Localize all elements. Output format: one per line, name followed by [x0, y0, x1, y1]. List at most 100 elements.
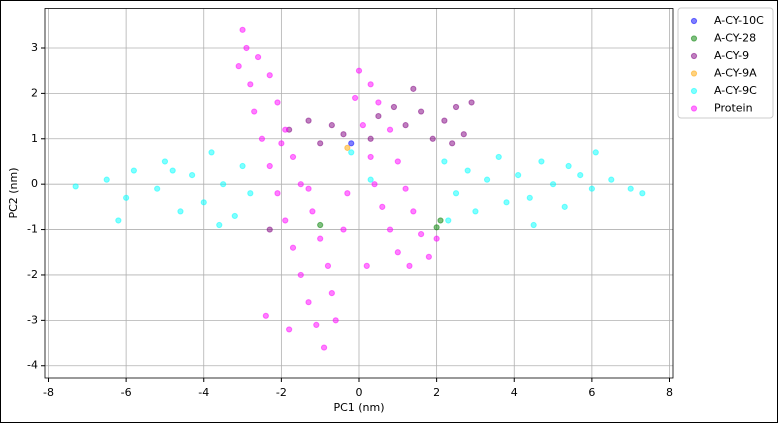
point [239, 26, 246, 33]
y-tick-label: -1 [27, 223, 38, 236]
point [200, 199, 207, 206]
point [429, 135, 436, 142]
point [305, 117, 312, 124]
point [433, 224, 440, 231]
point [216, 221, 223, 229]
point [608, 176, 615, 183]
point [208, 149, 215, 156]
point [561, 203, 568, 210]
point [220, 181, 227, 188]
point [332, 317, 339, 324]
point [130, 167, 137, 174]
point [367, 176, 374, 183]
point [375, 99, 382, 106]
point [231, 212, 238, 220]
point [289, 244, 297, 251]
point [72, 183, 79, 190]
point [348, 149, 355, 156]
x-tick-label: -2 [276, 386, 287, 399]
point [340, 131, 347, 138]
y-tick-label: 2 [31, 86, 38, 99]
point [452, 103, 460, 111]
point [154, 185, 161, 192]
point [386, 126, 394, 133]
point [317, 221, 324, 229]
point [367, 81, 374, 88]
point [328, 122, 335, 129]
legend-marker [690, 17, 698, 25]
legend-box [677, 7, 774, 119]
point [348, 140, 355, 147]
point [495, 153, 502, 161]
point [503, 199, 510, 206]
point [324, 262, 332, 269]
y-tick-label: -4 [27, 359, 38, 372]
point [161, 158, 169, 165]
point [530, 221, 537, 229]
y-tick-label: 0 [31, 177, 38, 190]
point [402, 185, 409, 192]
legend-label: A-CY-9A [714, 67, 757, 80]
point [274, 99, 281, 106]
point [297, 181, 304, 188]
point [441, 158, 448, 165]
point [286, 326, 293, 333]
point [425, 253, 432, 260]
point [254, 53, 262, 61]
point [406, 262, 413, 269]
point [274, 190, 281, 197]
y-axis-label: PC2 (nm) [7, 167, 20, 218]
legend-label: A-CY-9C [714, 84, 757, 97]
point [592, 149, 599, 156]
point [320, 344, 328, 351]
x-tick-label: -8 [43, 386, 54, 399]
point [375, 112, 382, 120]
legend-marker [690, 35, 698, 42]
point [103, 176, 110, 183]
point [328, 290, 335, 297]
point [355, 67, 363, 74]
point [394, 158, 401, 165]
point [526, 194, 533, 201]
point [352, 94, 359, 102]
point [266, 162, 273, 170]
y-tick-label: -2 [27, 268, 38, 281]
point [549, 181, 557, 188]
point [123, 194, 130, 201]
point [452, 190, 460, 197]
point [282, 217, 289, 224]
point [379, 203, 386, 210]
point [115, 217, 122, 224]
legend-label: A-CY-9 [714, 49, 749, 62]
point [251, 108, 258, 115]
point [189, 171, 196, 179]
point [266, 226, 273, 233]
point [627, 185, 634, 192]
point [577, 171, 584, 179]
legend-marker [690, 87, 698, 95]
x-tick-label: 8 [666, 386, 673, 399]
point [418, 231, 425, 238]
point [371, 181, 378, 188]
point [313, 321, 320, 328]
legend-label: A-CY-10C [714, 14, 764, 27]
point [344, 144, 351, 151]
point [169, 167, 176, 174]
point [483, 176, 491, 183]
point [515, 171, 522, 179]
x-axis-label: PC1 (nm) [333, 401, 384, 414]
point [460, 131, 467, 138]
legend-marker [690, 52, 698, 60]
point [266, 72, 273, 79]
point [367, 135, 374, 142]
point [472, 208, 479, 215]
point [464, 167, 471, 174]
point [433, 235, 440, 242]
y-tick-label: 1 [31, 132, 38, 145]
point [235, 63, 242, 70]
point [394, 249, 401, 256]
point [363, 262, 370, 269]
point [390, 103, 398, 111]
point [418, 108, 425, 115]
